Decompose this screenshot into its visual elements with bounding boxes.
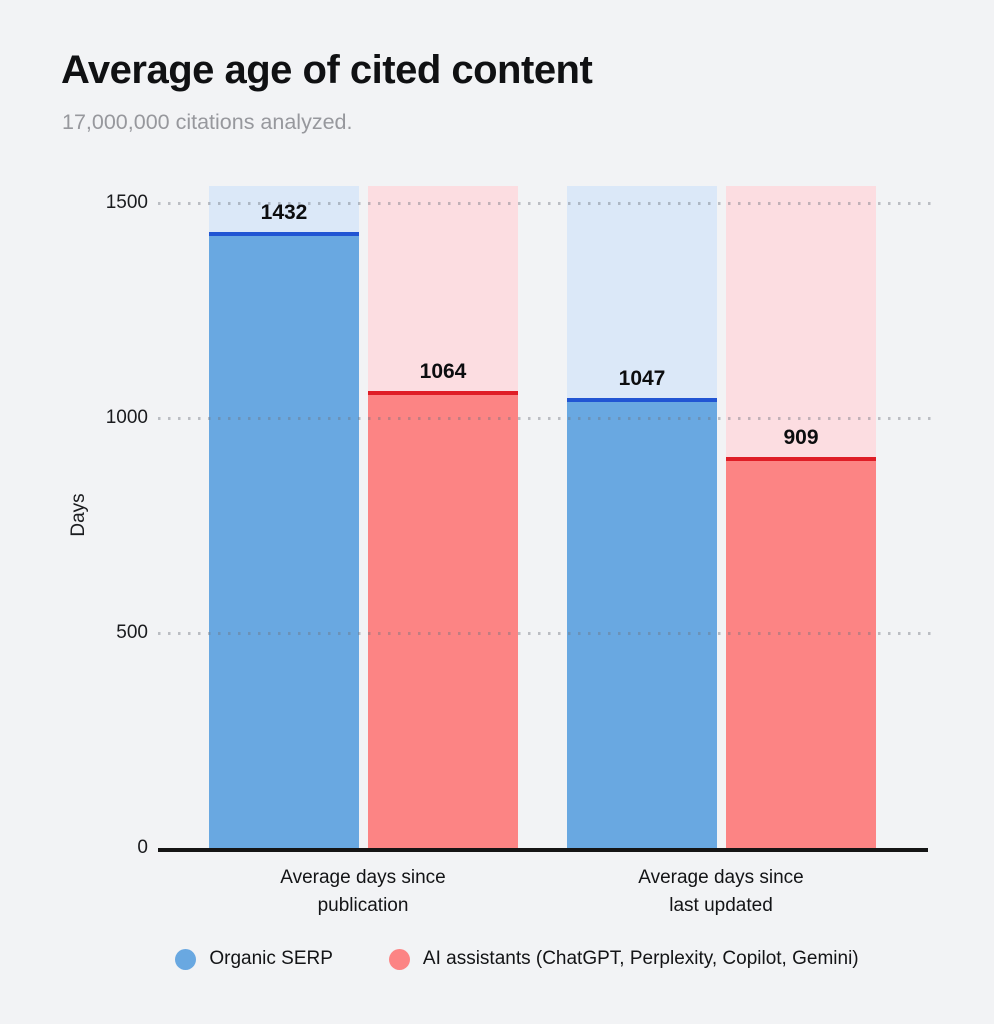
bar-track-serp-cat1: 1047 [567, 186, 717, 848]
bar-value-label-1064: 1064 [419, 359, 467, 383]
legend-dot-organic-serp-icon [175, 948, 197, 970]
category-label-days-since-publication: Average days since publication [280, 867, 446, 916]
bar-track-ai-cat1: 909 [726, 186, 876, 848]
legend-item-ai-assistants: AI assistants (ChatGPT, Perplexity, Copi… [388, 948, 859, 970]
bar-track-serp-cat0: 1432 [209, 186, 359, 848]
y-tick-label-500: 500 [116, 622, 148, 644]
gridline-1000 [158, 416, 936, 420]
legend-dot-ai-assistants-icon [388, 948, 410, 970]
y-tick-label-1500: 1500 [105, 192, 148, 214]
bar-ai-assistants-909 [726, 457, 876, 848]
legend-item-organic-serp: Organic SERP [175, 948, 333, 970]
bar-organic-serp-1432 [209, 232, 359, 848]
chart-subtitle: 17,000,000 citations analyzed. [62, 110, 353, 134]
x-axis-line [158, 848, 928, 852]
legend-label-ai-assistants: AI assistants (ChatGPT, Perplexity, Copi… [422, 948, 859, 969]
y-axis-label: Days [68, 493, 89, 537]
bar-track-ai-cat0: 1064 [368, 186, 518, 848]
legend: Organic SERP AI assistants (ChatGPT, Per… [0, 948, 994, 970]
category-label-days-since-last-updated: Average days since last updated [638, 867, 804, 916]
gridline-500 [158, 631, 936, 635]
gridline-1500 [158, 201, 936, 205]
bar-ai-assistants-1064 [368, 390, 518, 848]
legend-label-organic-serp: Organic SERP [209, 948, 333, 969]
y-tick-label-1000: 1000 [105, 407, 148, 429]
bar-organic-serp-1047 [567, 397, 717, 848]
bar-value-label-1432: 1432 [260, 201, 308, 225]
bar-value-label-1047: 1047 [618, 366, 666, 390]
chart-title: Average age of cited content [61, 48, 593, 92]
bar-value-label-909: 909 [783, 426, 819, 450]
y-tick-label-0: 0 [137, 837, 148, 858]
